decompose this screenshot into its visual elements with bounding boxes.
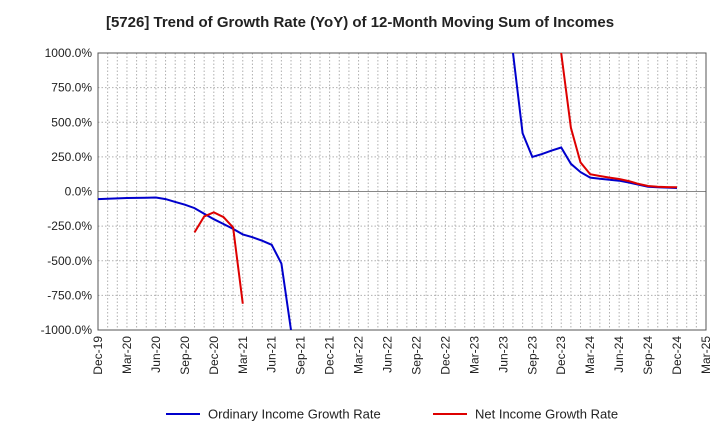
series-line-net-income-growth-rate (560, 53, 678, 189)
x-tick-label: Sep-22 (409, 336, 423, 375)
x-tick-label: Sep-23 (525, 336, 539, 375)
x-tick-label: Mar-23 (467, 336, 481, 374)
y-tick-label: -250.0% (47, 219, 92, 233)
x-tick-label: Sep-21 (294, 336, 308, 375)
x-tick-label: Jun-21 (265, 336, 279, 373)
x-tick-label: Jun-20 (149, 336, 163, 373)
series-line-ordinary-income-growth-rate (98, 196, 292, 330)
y-tick-label: -750.0% (47, 288, 92, 302)
y-tick-label: 1000.0% (45, 46, 93, 60)
x-tick-label: Mar-24 (583, 336, 597, 374)
x-tick-label: Mar-21 (236, 336, 250, 374)
plot-frame (97, 52, 707, 331)
x-tick-label: Dec-19 (91, 336, 105, 375)
x-tick-label: Jun-24 (612, 336, 626, 373)
x-tick-label: Dec-20 (207, 336, 221, 375)
y-tick-label: 500.0% (51, 115, 92, 129)
legend-label-net-income-growth-rate: Net Income Growth Rate (475, 407, 618, 422)
x-tick-label: Mar-25 (699, 336, 713, 374)
x-tick-label: Mar-20 (120, 336, 134, 374)
y-tick-label: -500.0% (47, 254, 92, 268)
x-tick-label: Jun-22 (381, 336, 395, 373)
series-line-net-income-growth-rate (193, 211, 244, 304)
x-tick-label: Dec-24 (670, 336, 684, 375)
legend-label-ordinary-income-growth-rate: Ordinary Income Growth Rate (208, 407, 381, 422)
y-tick-label: 250.0% (51, 150, 92, 164)
x-tick-label: Sep-20 (178, 336, 192, 375)
x-tick-label: Dec-22 (438, 336, 452, 375)
x-tick-label: Mar-22 (352, 336, 366, 374)
y-tick-label: 750.0% (51, 81, 92, 95)
x-tick-label: Sep-24 (641, 336, 655, 375)
x-tick-label: Dec-23 (554, 336, 568, 375)
y-tick-label: 0.0% (65, 185, 93, 199)
x-tick-label: Dec-21 (323, 336, 337, 375)
series-line-ordinary-income-growth-rate (512, 53, 678, 189)
chart-title: [5726] Trend of Growth Rate (YoY) of 12-… (105, 14, 615, 31)
y-tick-label: -1000.0% (41, 323, 93, 337)
x-tick-label: Jun-23 (496, 336, 510, 373)
